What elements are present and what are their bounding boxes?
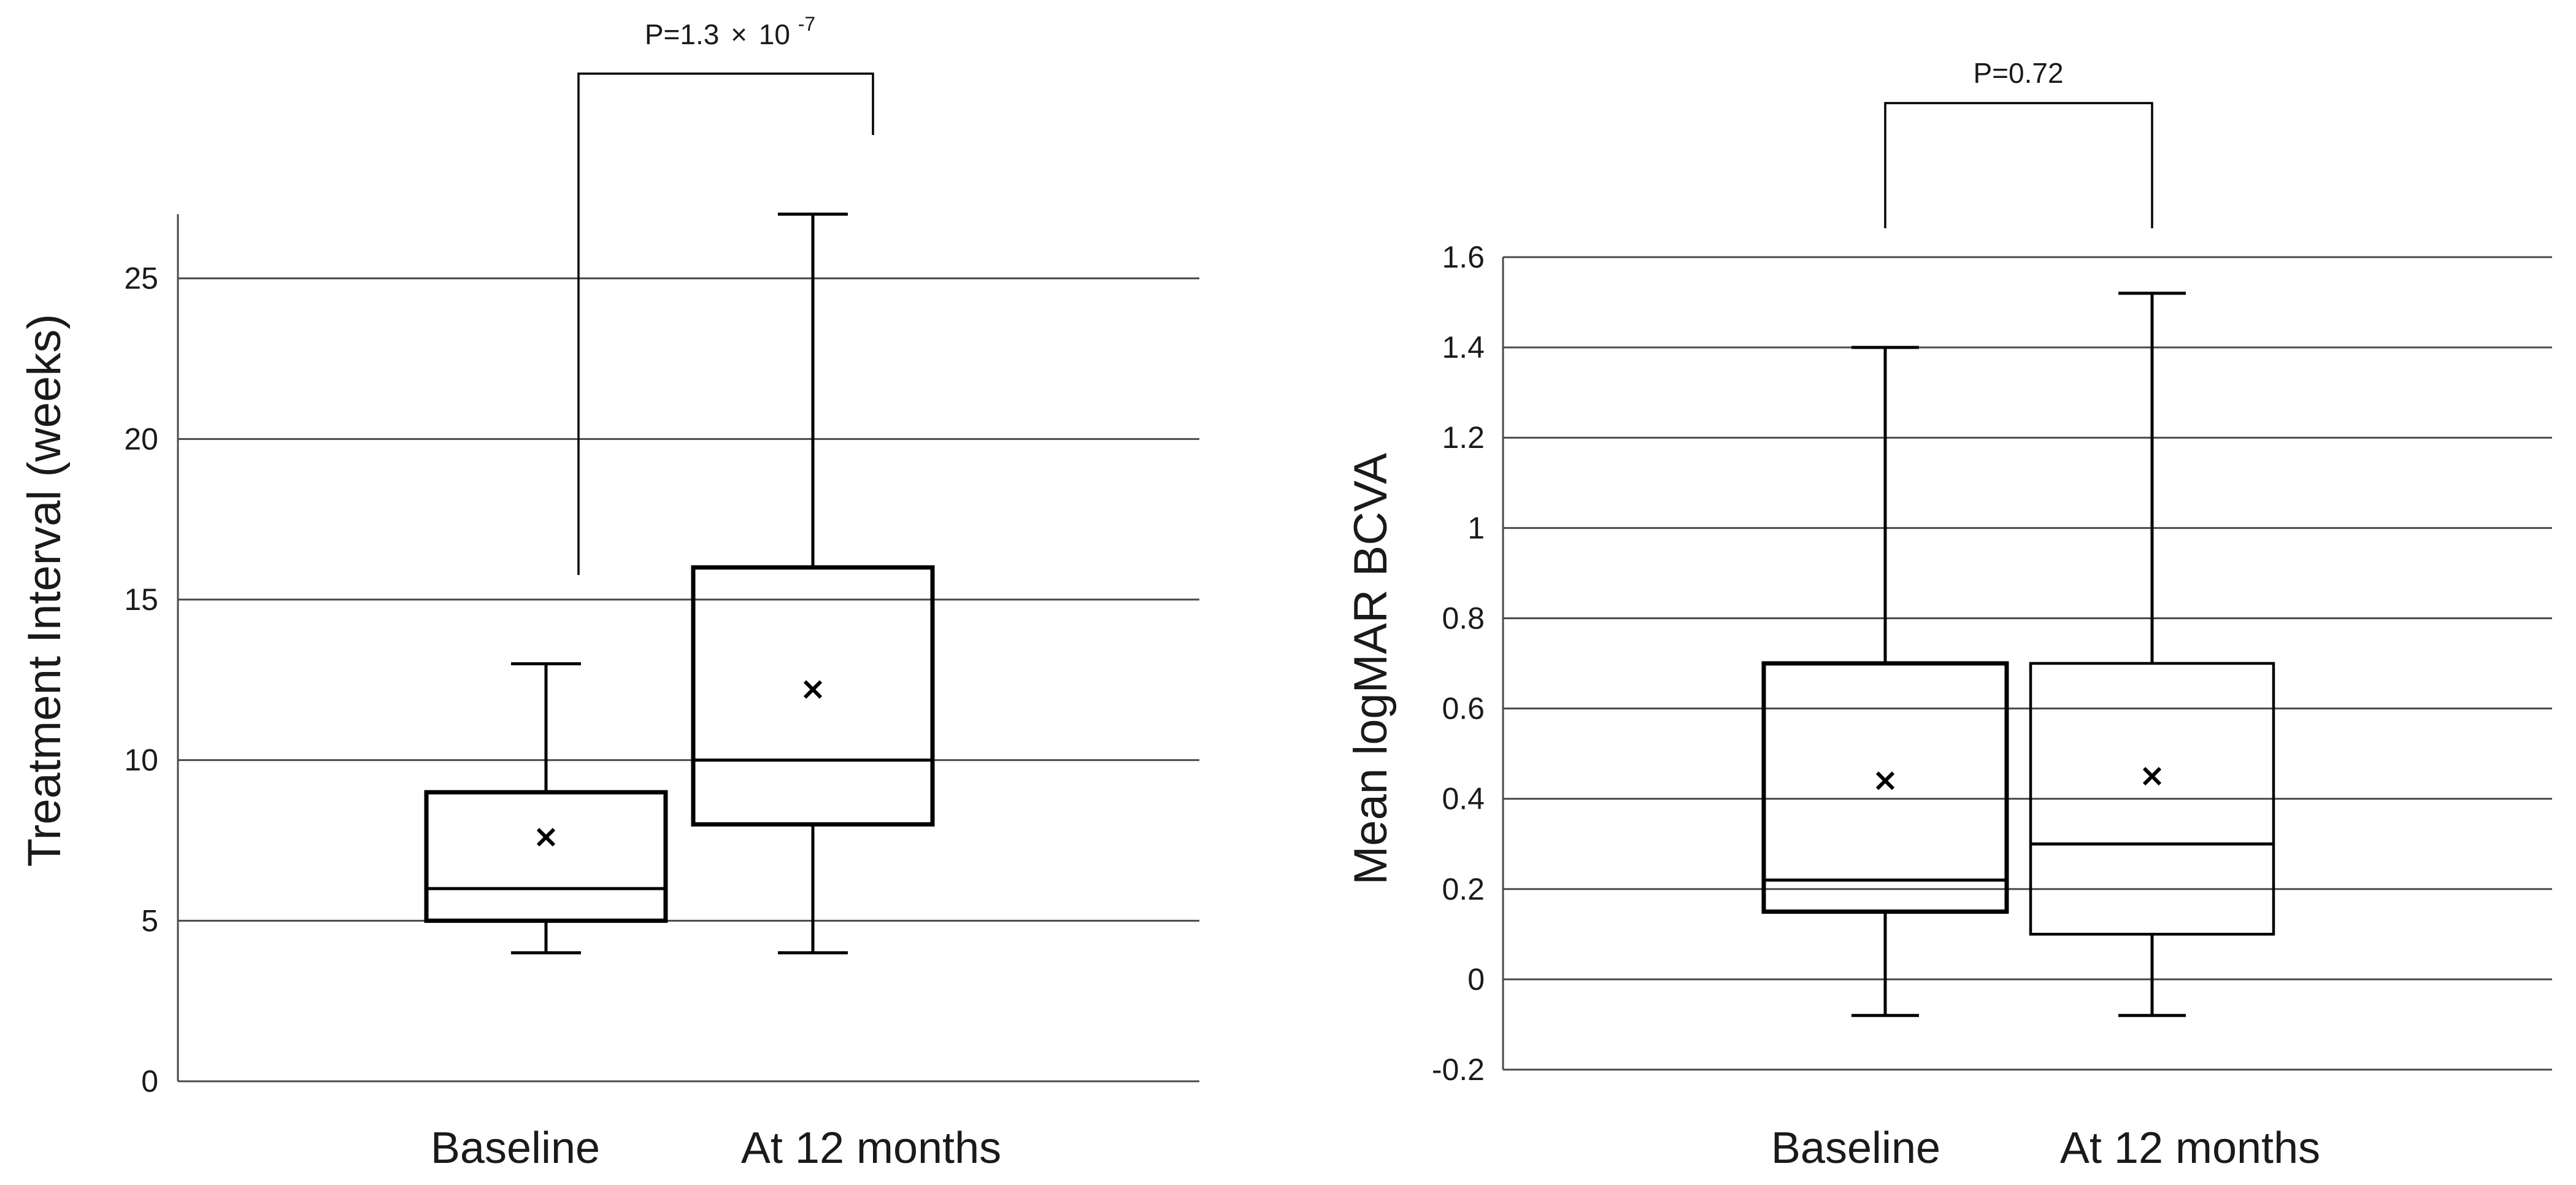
- mean-marker-stroke: [803, 680, 823, 699]
- y-tick-label: 0: [141, 1064, 158, 1098]
- iqr-box: [2029, 662, 2275, 936]
- y-tick-label: 20: [124, 422, 158, 456]
- y-tick-label: 0.8: [1442, 601, 1485, 635]
- y-tick-label: 25: [124, 261, 158, 296]
- mean-marker: [1875, 771, 1895, 790]
- category-label-12-months: At 12 months: [741, 1124, 1001, 1173]
- boxplot-baseline: [424, 662, 668, 955]
- y-tick-label: 1: [1467, 511, 1485, 545]
- y-tick-label: 10: [124, 743, 158, 778]
- y-gridlines: [178, 277, 1199, 1083]
- y-tick-labels: -0.2 0 0.2 0.4 0.6 0.8 1 1.2 1.4 1.6: [1432, 240, 1485, 1087]
- y-tick-label: 5: [141, 903, 158, 938]
- y-tick-label: 1.6: [1442, 240, 1485, 274]
- category-label-12-months: At 12 months: [2060, 1124, 2320, 1173]
- y-tick-label: 1.2: [1442, 420, 1485, 455]
- p-value-base: 10: [759, 18, 790, 50]
- boxplot-12-months: [691, 212, 935, 955]
- p-value-prefix: P=1.3: [645, 18, 720, 50]
- boxplot-12-months: [2029, 291, 2275, 1017]
- chart-logmar-bcva: -0.2 0 0.2 0.4 0.6 0.8 1 1.2 1.4 1.6 Baseline At …: [1345, 57, 2552, 1173]
- boxplots: [424, 212, 935, 955]
- y-tick-labels: 0 5 10 15 20 25: [124, 261, 158, 1098]
- p-value-label: P=1.3 × 10 -7: [645, 13, 815, 50]
- boxplot-baseline: [1761, 345, 2009, 1017]
- y-tick-label: 0.6: [1442, 692, 1485, 726]
- mean-marker: [536, 828, 556, 847]
- y-gridlines: [1503, 256, 2552, 1071]
- comparison-bracket: [577, 72, 874, 575]
- mean-marker-stroke: [536, 828, 556, 847]
- p-value-times: ×: [731, 18, 747, 50]
- iqr-box: [691, 565, 935, 827]
- p-value-exponent: -7: [798, 13, 815, 35]
- y-tick-label: 15: [124, 582, 158, 617]
- mean-marker: [2142, 766, 2162, 786]
- chart-treatment-interval: 0 5 10 15 20 25 Baseline At 12 months Treatme…: [18, 13, 1199, 1173]
- y-axis-title: Treatment Interval (weeks): [18, 314, 71, 867]
- category-label-baseline: Baseline: [1771, 1124, 1940, 1173]
- mean-marker: [803, 680, 823, 699]
- y-tick-label: 0: [1467, 962, 1485, 997]
- y-tick-label: 0.4: [1442, 782, 1485, 816]
- iqr-box: [1761, 661, 2009, 914]
- y-tick-label: -0.2: [1432, 1052, 1485, 1087]
- comparison-bracket: [1884, 102, 2153, 228]
- boxplots: [1761, 291, 2275, 1017]
- iqr-box: [424, 790, 668, 923]
- mean-marker-stroke: [1875, 771, 1895, 790]
- y-axis-title: Mean logMAR BCVA: [1345, 453, 1397, 885]
- y-tick-label: 0.2: [1442, 872, 1485, 906]
- mean-marker-stroke: [2142, 766, 2162, 786]
- y-tick-label: 1.4: [1442, 330, 1485, 365]
- category-labels: Baseline At 12 months: [1771, 1124, 2320, 1173]
- category-labels: Baseline At 12 months: [431, 1124, 1001, 1173]
- p-value-label: P=0.72: [1973, 57, 2063, 89]
- category-label-baseline: Baseline: [431, 1124, 600, 1173]
